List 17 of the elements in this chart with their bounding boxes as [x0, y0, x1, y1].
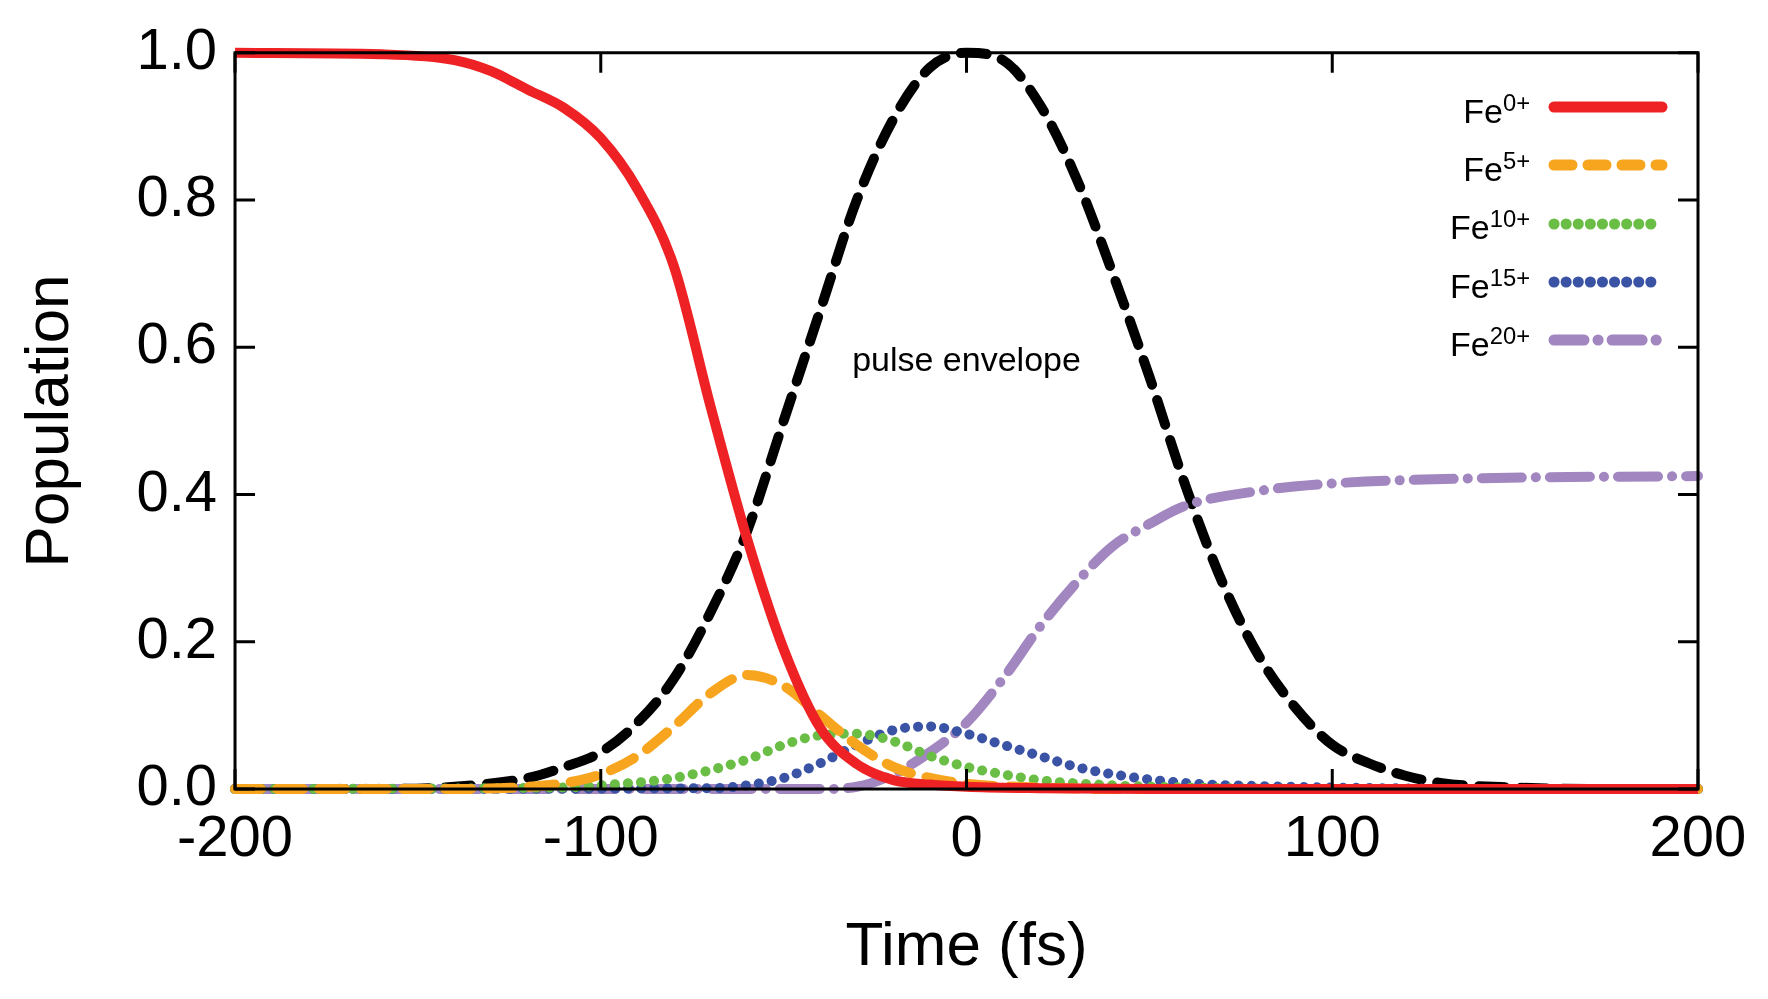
x-tick-label: -100	[542, 802, 659, 868]
legend-label: Fe$^{15+}$	[1450, 262, 1531, 308]
x-tick-label: 100	[1283, 802, 1381, 868]
x-axis-title: Time (fs)	[845, 908, 1088, 978]
y-tick-label: 0.6	[136, 310, 218, 376]
y-axis-title: Population	[12, 274, 82, 568]
x-tick-label: 200	[1649, 802, 1747, 868]
legend-label: Fe$^{10+}$	[1450, 204, 1531, 249]
annotation: pulse envelope	[852, 340, 1081, 379]
y-tick-label: 0.8	[136, 163, 218, 229]
legend-label: Fe$^{20+}$	[1450, 321, 1531, 366]
y-tick-label: 0.4	[136, 457, 218, 523]
legend-label: Fe$^{0+}$	[1463, 87, 1531, 133]
legend-label: Fe$^{5+}$	[1463, 146, 1531, 191]
x-tick-label: 0	[950, 802, 983, 868]
y-tick-label: 0.2	[136, 604, 218, 670]
y-tick-label: 1.0	[136, 15, 218, 81]
